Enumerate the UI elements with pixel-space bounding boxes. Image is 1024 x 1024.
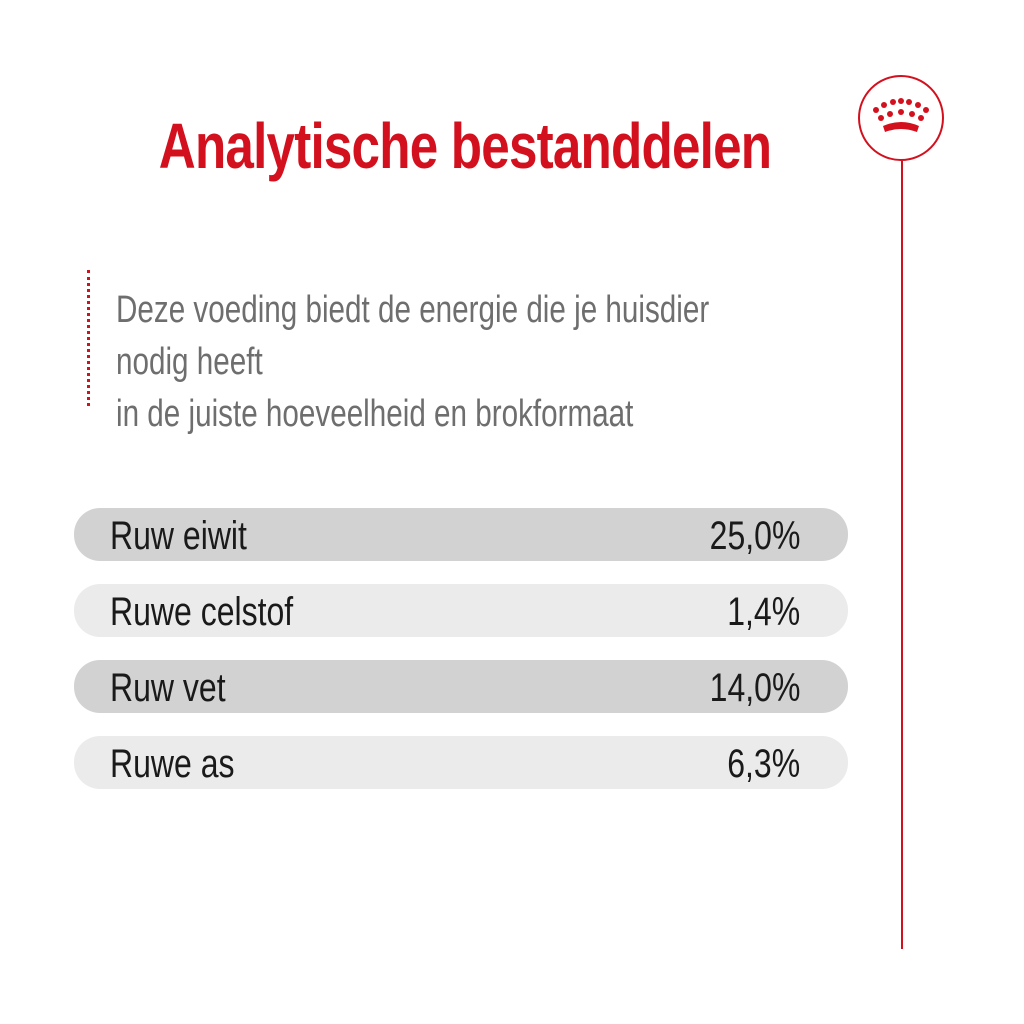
decorative-vertical-line: [901, 161, 903, 949]
intro-line-1: Deze voeding biedt de energie die je hui…: [116, 289, 710, 383]
nutrient-value: 6,3%: [727, 742, 800, 786]
nutrient-row-ruwe-as: Ruwe as 6,3%: [74, 736, 848, 789]
page-title: Analytische bestanddelen: [158, 110, 772, 182]
nutrient-label: Ruwe as: [110, 742, 235, 786]
nutrient-label: Ruw eiwit: [110, 514, 247, 558]
brand-logo: [858, 75, 944, 161]
nutrient-value: 25,0%: [709, 514, 800, 558]
nutrient-row-ruw-vet: Ruw vet 14,0%: [74, 660, 848, 713]
nutrient-row-ruwe-celstof: Ruwe celstof 1,4%: [74, 584, 848, 637]
crown-icon: [873, 98, 929, 132]
nutrient-row-ruw-eiwit: Ruw eiwit 25,0%: [74, 508, 848, 561]
intro-text: Deze voeding biedt de energie die je hui…: [116, 284, 787, 440]
nutrient-table: Ruw eiwit 25,0% Ruwe celstof 1,4% Ruw ve…: [74, 508, 848, 812]
nutrient-value: 14,0%: [709, 666, 800, 710]
intro-line-2: in de juiste hoeveelheid en brokformaat: [116, 393, 634, 435]
nutrient-label: Ruwe celstof: [110, 590, 294, 634]
nutrient-label: Ruw vet: [110, 666, 226, 710]
nutrient-value: 1,4%: [727, 590, 800, 634]
dotted-accent-line: [87, 270, 90, 406]
